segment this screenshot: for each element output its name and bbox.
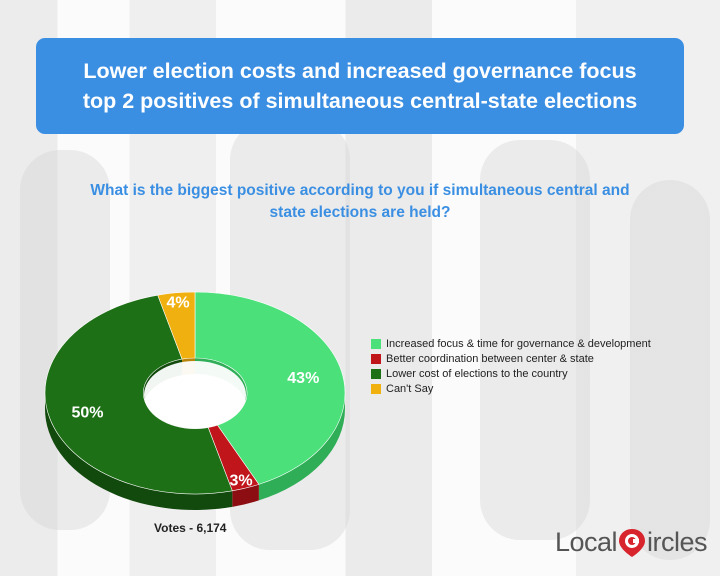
- legend-item: Better coordination between center & sta…: [371, 351, 651, 366]
- headline-line-2: top 2 positives of simultaneous central-…: [82, 89, 638, 113]
- data-label: 4%: [166, 295, 189, 312]
- question-line-1: What is the biggest positive according t…: [90, 182, 630, 199]
- legend-item: Lower cost of elections to the country: [371, 366, 651, 381]
- slice-side-wall: [232, 484, 259, 507]
- donut-slice: [194, 291, 346, 485]
- headline-banner: Lower election costs and increased gover…: [36, 38, 684, 134]
- data-label: 43%: [287, 370, 319, 387]
- legend-swatch: [371, 383, 381, 394]
- question-line-2: state elections are held?: [269, 204, 451, 221]
- slice-side-wall: [258, 393, 345, 501]
- map-pin-c-icon: [619, 529, 646, 557]
- donut-hole: [144, 361, 246, 429]
- legend-swatch: [371, 353, 381, 364]
- logo-text-ircles: ircles: [647, 526, 708, 557]
- data-label: 50%: [71, 404, 103, 421]
- legend-swatch: [371, 368, 381, 379]
- background-figure: [630, 180, 710, 560]
- survey-question: What is the biggest positive according t…: [40, 180, 680, 224]
- slice-side-wall: [45, 393, 233, 511]
- chart-legend: Increased focus & time for governance & …: [371, 336, 651, 396]
- legend-label: Can't Say: [386, 382, 434, 395]
- headline-line-1: Lower election costs and increased gover…: [83, 59, 637, 83]
- data-label: 3%: [230, 473, 253, 490]
- votes-count: Votes - 6,174: [154, 521, 227, 535]
- legend-label: Increased focus & time for governance & …: [386, 337, 651, 350]
- background-figure: [480, 140, 590, 540]
- localcircles-logo: Local ircles: [555, 524, 708, 560]
- legend-label: Better coordination between center & sta…: [386, 352, 594, 365]
- legend-item: Increased focus & time for governance & …: [371, 336, 651, 351]
- logo-text-local: Local: [555, 526, 618, 557]
- donut-slice: [157, 291, 196, 360]
- legend-label: Lower cost of elections to the country: [386, 367, 568, 380]
- legend-item: Can't Say: [371, 381, 651, 396]
- legend-swatch: [371, 338, 381, 349]
